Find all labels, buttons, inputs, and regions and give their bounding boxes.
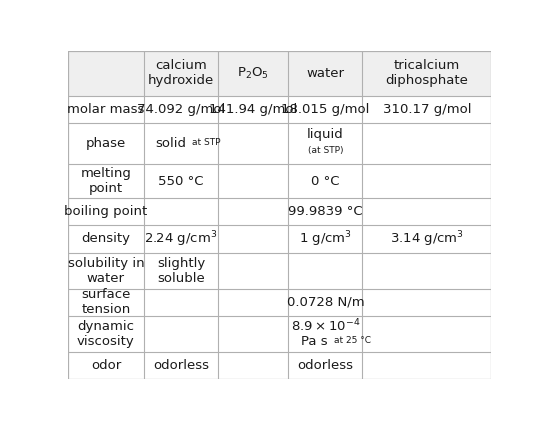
Text: 310.17 g/mol: 310.17 g/mol: [383, 103, 471, 116]
Text: 18.015 g/mol: 18.015 g/mol: [281, 103, 370, 116]
Text: at STP: at STP: [192, 138, 221, 147]
Text: water: water: [306, 67, 345, 80]
Text: liquid: liquid: [307, 128, 343, 141]
Text: $8.9\times10^{-4}$: $8.9\times10^{-4}$: [290, 318, 360, 334]
Text: odorless: odorless: [298, 359, 353, 372]
Text: $\mathregular{P_2O_5}$: $\mathregular{P_2O_5}$: [238, 66, 269, 81]
Text: surface
tension: surface tension: [81, 288, 130, 316]
Text: dynamic
viscosity: dynamic viscosity: [77, 320, 135, 348]
Text: (at STP): (at STP): [307, 146, 343, 155]
Text: odorless: odorless: [153, 359, 209, 372]
Text: phase: phase: [86, 137, 126, 150]
Text: density: density: [81, 233, 130, 245]
Text: 550 °C: 550 °C: [158, 175, 204, 187]
Text: tricalcium
diphosphate: tricalcium diphosphate: [385, 60, 468, 87]
Text: 0.0728 N/m: 0.0728 N/m: [287, 296, 364, 309]
Text: melting
point: melting point: [80, 167, 132, 195]
Text: Pa s: Pa s: [301, 334, 328, 348]
Text: at 25 °C: at 25 °C: [334, 336, 371, 345]
Text: 1 g/cm$^3$: 1 g/cm$^3$: [299, 229, 352, 249]
Text: odor: odor: [91, 359, 121, 372]
Text: solid: solid: [155, 137, 186, 150]
Text: molar mass: molar mass: [67, 103, 145, 116]
Text: 3.14 g/cm$^3$: 3.14 g/cm$^3$: [390, 229, 464, 249]
Text: calcium
hydroxide: calcium hydroxide: [148, 60, 214, 87]
Text: 141.94 g/mol: 141.94 g/mol: [209, 103, 298, 116]
Text: slightly
soluble: slightly soluble: [157, 256, 205, 285]
Bar: [68, 51, 491, 96]
Text: 74.092 g/mol: 74.092 g/mol: [137, 103, 225, 116]
Text: 0 °C: 0 °C: [311, 175, 340, 187]
Text: boiling point: boiling point: [64, 205, 147, 218]
Text: 99.9839 °C: 99.9839 °C: [288, 205, 363, 218]
Text: 2.24 g/cm$^3$: 2.24 g/cm$^3$: [144, 229, 218, 249]
Text: solubility in
water: solubility in water: [68, 256, 144, 285]
